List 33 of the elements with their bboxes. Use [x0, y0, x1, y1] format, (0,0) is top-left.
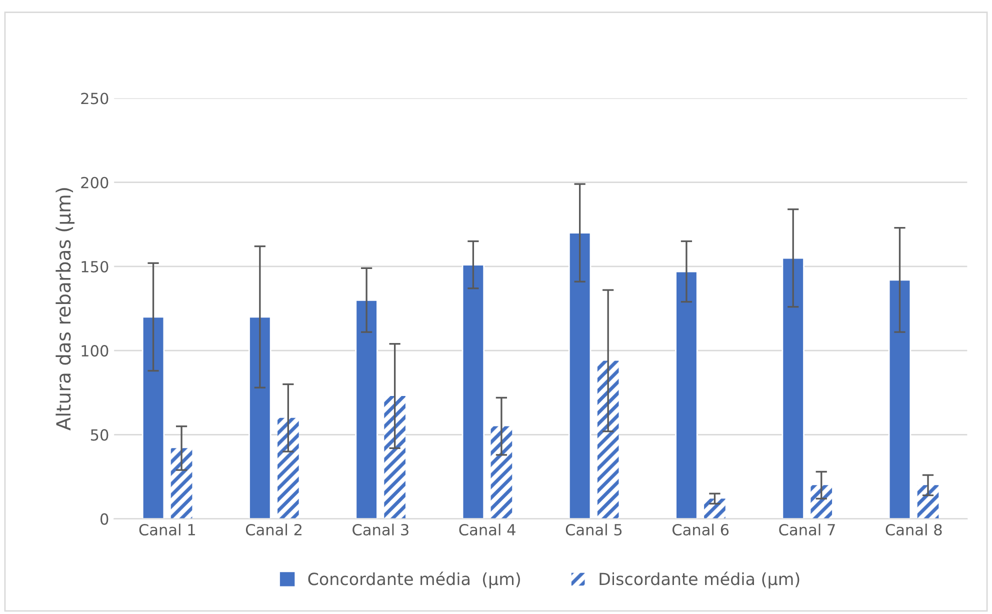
- bar: [462, 264, 485, 519]
- bar: [782, 257, 804, 519]
- y-tick-label: 150: [82, 260, 108, 272]
- y-tick-label: 200: [81, 176, 108, 188]
- bar: [170, 448, 192, 519]
- bar: [490, 426, 512, 519]
- y-tick-label: 250: [81, 92, 108, 104]
- y-tick-label: 50: [90, 429, 108, 441]
- bar: [142, 316, 165, 519]
- bar: [704, 498, 726, 519]
- bar: [248, 316, 272, 519]
- x-tick-label: Canal 8: [886, 524, 942, 536]
- x-tick-label: Canal 7: [779, 524, 835, 536]
- x-tick-label: Canal 4: [459, 524, 516, 536]
- bar: [355, 299, 378, 519]
- bar: [597, 360, 619, 519]
- y-axis-title: Altura das rebarbas (µm): [56, 188, 74, 430]
- bar: [675, 270, 698, 519]
- bar: [917, 485, 939, 519]
- x-tick-label: Canal 5: [566, 524, 622, 536]
- legend-label: Discordante média (µm): [600, 572, 800, 588]
- legend-label: Concordante média (µm): [308, 572, 520, 588]
- x-tick-label: Canal 3: [352, 524, 408, 536]
- y-tick-label: 0: [100, 513, 108, 525]
- bar: [278, 418, 299, 519]
- x-tick-label: Canal 2: [246, 524, 302, 536]
- x-tick-label: Canal 1: [139, 524, 195, 536]
- bar: [384, 396, 406, 519]
- y-tick-label: 100: [82, 345, 108, 357]
- bar: [810, 485, 832, 519]
- bar: [568, 232, 592, 519]
- bar: [888, 279, 912, 519]
- x-tick-label: Canal 6: [672, 524, 729, 536]
